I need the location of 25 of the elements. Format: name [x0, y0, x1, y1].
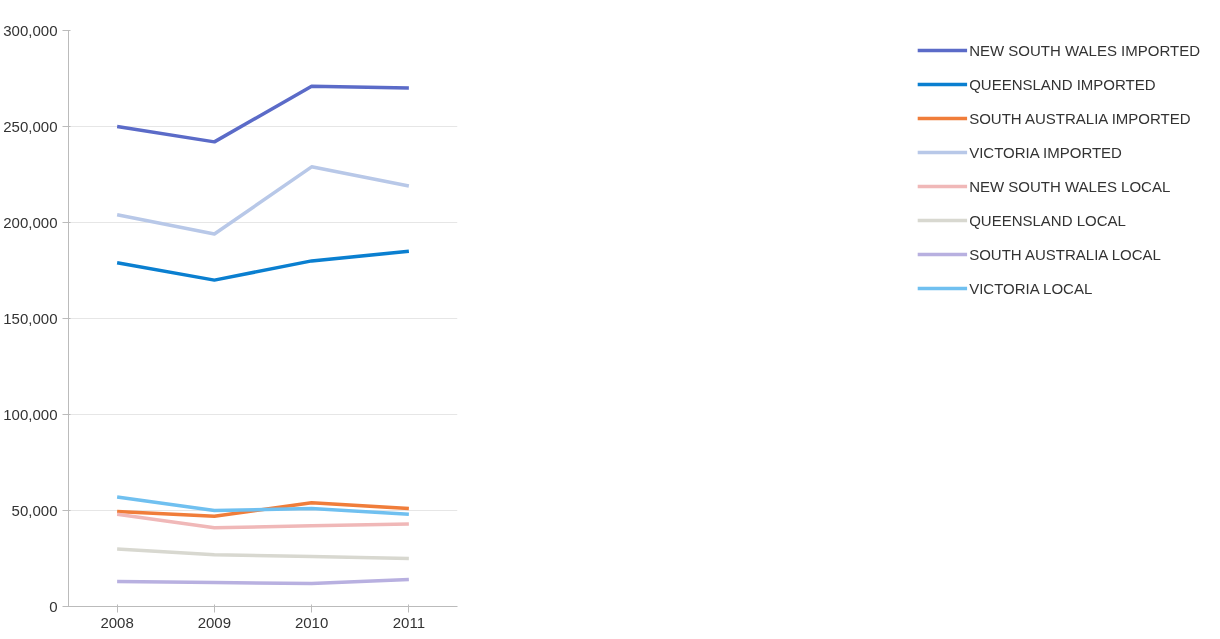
legend-label: VICTORIA LOCAL	[969, 279, 1093, 297]
y-tick-label: 50,000	[11, 501, 58, 519]
line-series	[115, 84, 411, 144]
legend-label: NEW SOUTH WALES LOCAL	[969, 177, 1171, 195]
line-series	[115, 512, 411, 530]
legend-label: QUEENSLAND LOCAL	[969, 211, 1126, 229]
y-tick-label: 200,000	[3, 213, 58, 231]
line-series	[115, 165, 411, 236]
y-tick-label: 150,000	[3, 309, 58, 327]
y-tick-label: 100,000	[3, 405, 58, 423]
legend-label: SOUTH AUSTRALIA LOCAL	[969, 245, 1161, 263]
y-tick-label: 250,000	[3, 117, 58, 135]
legend-label: VICTORIA IMPORTED	[969, 143, 1122, 161]
x-tick-label: 2010	[294, 613, 329, 631]
x-tick-label: 2008	[100, 613, 134, 631]
legend-label: QUEENSLAND IMPORTED	[969, 75, 1156, 93]
x-tick-label: 2011	[392, 613, 426, 631]
y-tick-label: 0	[49, 597, 58, 615]
legend-label: SOUTH AUSTRALIA IMPORTED	[969, 109, 1191, 127]
line-series	[115, 495, 411, 517]
line-series	[115, 249, 411, 282]
line-series	[115, 547, 411, 561]
legend-label: NEW SOUTH WALES IMPORTED	[969, 41, 1200, 59]
y-tick-label: 300,000	[3, 21, 58, 39]
x-tick-label: 2009	[197, 613, 232, 631]
